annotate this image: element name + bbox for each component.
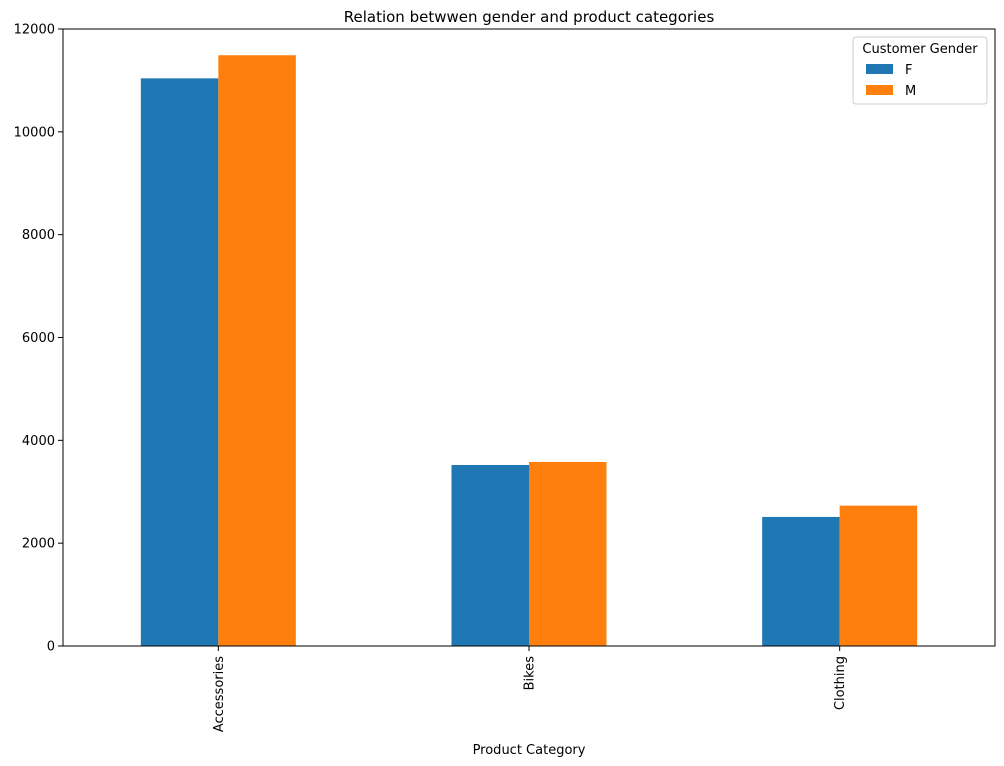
y-tick-label: 10000	[14, 125, 55, 140]
legend-swatch-m	[866, 85, 893, 95]
y-axis: 0 2000 4000 6000 8000 10000 12000	[14, 23, 63, 655]
y-tick-label: 12000	[14, 23, 55, 38]
legend: Customer Gender FM	[852, 36, 988, 105]
x-axis-label: Product Category	[473, 743, 586, 758]
legend-swatch-f	[866, 64, 893, 74]
legend-title: Customer Gender	[862, 42, 978, 57]
y-tick-label: 2000	[22, 537, 55, 552]
x-tick-label-clothing: Clothing	[833, 656, 848, 710]
bar-m-accessories	[218, 55, 296, 647]
x-tick-label-accessories: Accessories	[212, 656, 227, 732]
chart-title: Relation betwwen gender and product cate…	[344, 8, 715, 26]
legend-label-f: F	[905, 63, 912, 78]
bar-f-accessories	[140, 78, 219, 647]
y-tick-label: 4000	[22, 434, 55, 449]
y-tick-label: 0	[47, 640, 55, 655]
bars-group	[140, 55, 918, 647]
bar-m-bikes	[529, 461, 607, 646]
bar-f-clothing	[762, 516, 840, 646]
x-axis: Accessories Bikes Clothing	[212, 646, 848, 732]
y-tick-label: 6000	[22, 331, 55, 346]
y-tick-label: 8000	[22, 228, 55, 243]
legend-label-m: M	[905, 84, 916, 99]
bar-f-bikes	[451, 465, 529, 646]
legend-items: FM	[866, 63, 916, 99]
bar-m-clothing	[839, 505, 918, 646]
x-tick-label-bikes: Bikes	[523, 656, 538, 691]
